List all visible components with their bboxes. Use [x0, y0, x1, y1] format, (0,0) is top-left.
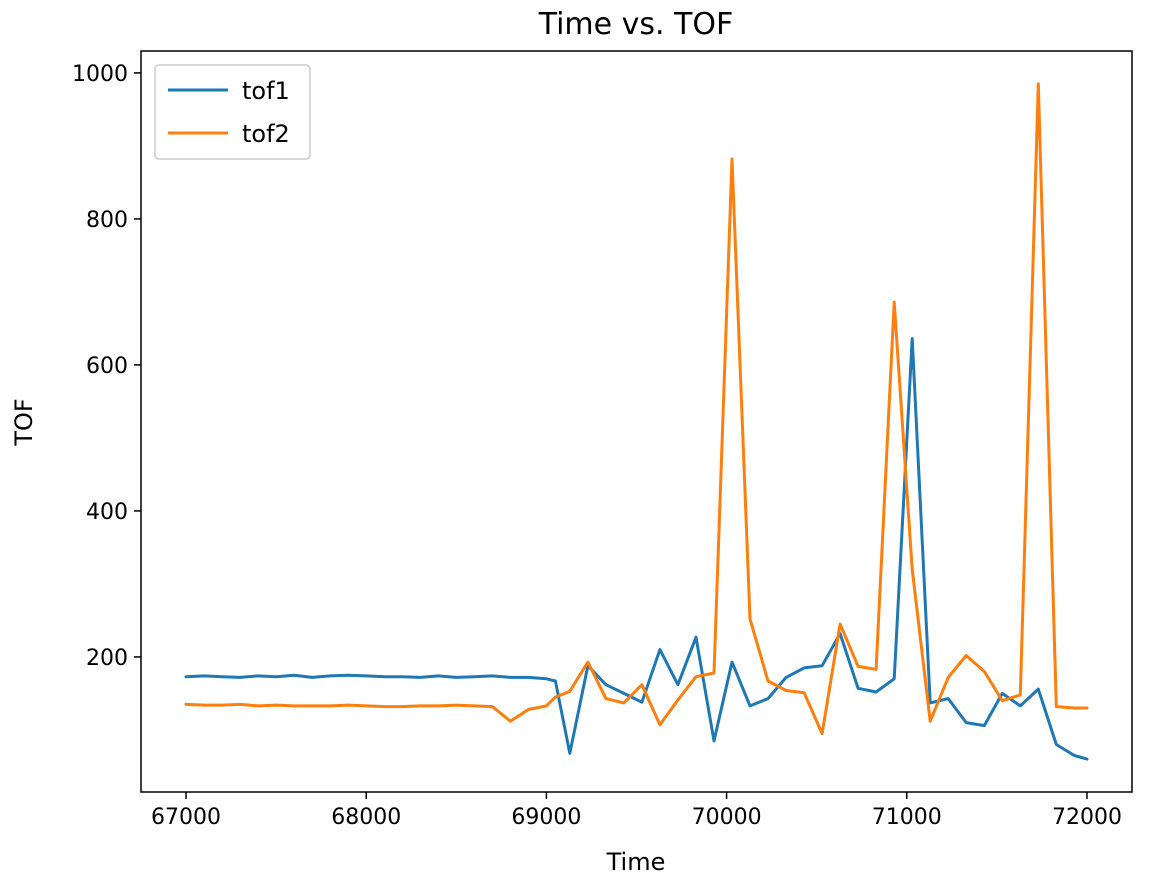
x-tick-label: 72000	[1052, 805, 1122, 830]
y-tick-label: 600	[86, 354, 128, 379]
y-tick-label: 200	[86, 646, 128, 671]
legend-label-tof2: tof2	[242, 120, 290, 148]
series-line-tof2	[184, 82, 1089, 736]
y-ticks: 200 400 600 800 1000	[72, 62, 141, 671]
x-ticks: 67000 68000 69000 70000 71000 72000	[151, 792, 1122, 830]
legend-label-tof1: tof1	[242, 77, 290, 105]
series-line-tof1	[184, 337, 1089, 761]
x-tick-label: 70000	[692, 805, 762, 830]
x-tick-label: 69000	[511, 805, 581, 830]
x-tick-label: 67000	[151, 805, 221, 830]
x-tick-label: 71000	[872, 805, 942, 830]
x-tick-label: 68000	[331, 805, 401, 830]
y-tick-label: 800	[86, 208, 128, 233]
y-axis-label: TOF	[10, 398, 38, 446]
x-axis-label: Time	[606, 848, 666, 876]
chart-title: Time vs. TOF	[538, 7, 734, 42]
plot-frame	[140, 50, 1133, 793]
y-tick-label: 400	[86, 500, 128, 525]
y-tick-label: 1000	[72, 62, 128, 87]
series-layer	[184, 82, 1089, 761]
legend: tof1 tof2	[154, 64, 311, 160]
